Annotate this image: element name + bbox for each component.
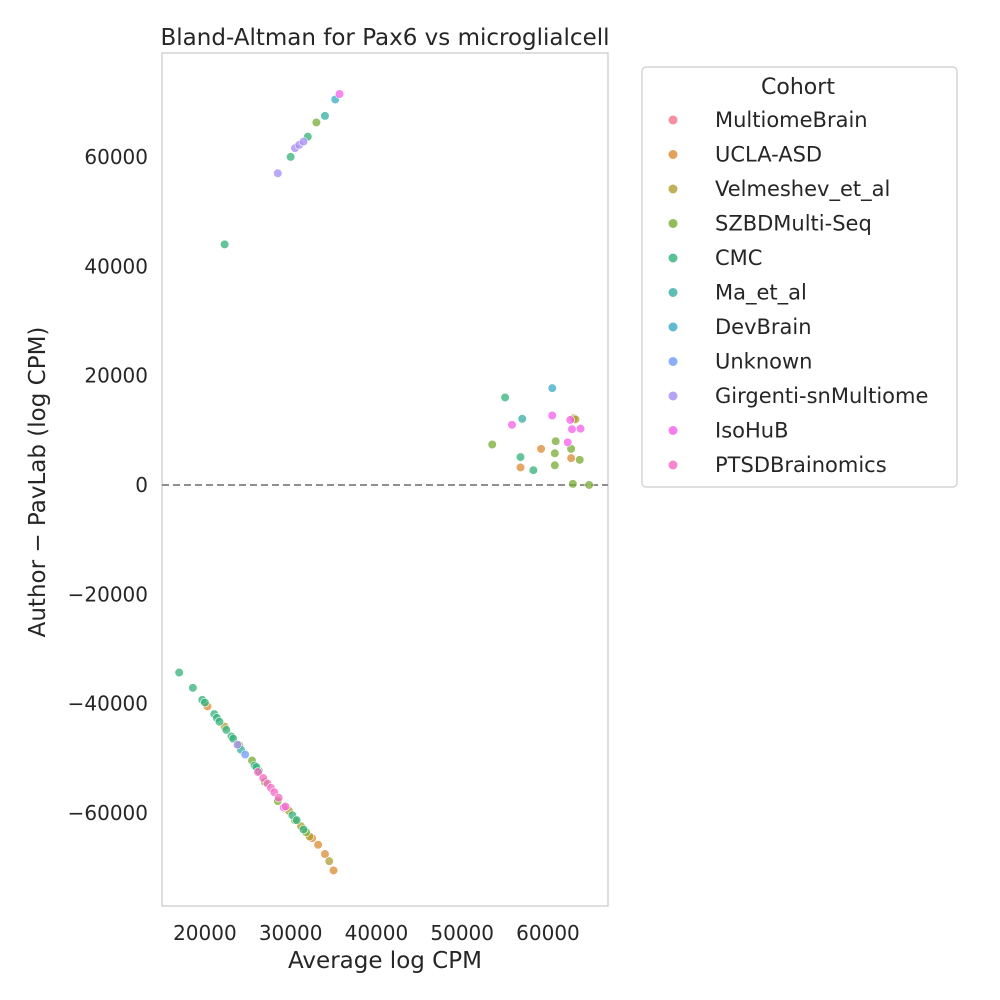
data-point [584, 480, 594, 490]
data-point [298, 136, 309, 147]
y-tick-label: 40000 [84, 254, 148, 278]
legend-label: Unknown [715, 350, 812, 374]
data-point [500, 392, 510, 403]
legend-label: DevBrain [715, 315, 812, 339]
chart-title: Bland-Altman for Pax6 vs microglialcell [161, 25, 610, 51]
plot-frame [161, 52, 609, 907]
data-point [200, 697, 210, 708]
data-point [324, 856, 334, 866]
legend-marker [668, 426, 678, 435]
data-point [547, 410, 557, 421]
legend-marker [668, 288, 678, 297]
data-point [286, 152, 296, 162]
x-tick-label: 50000 [430, 921, 494, 945]
legend-frame [641, 66, 958, 488]
data-point [528, 465, 538, 475]
data-point [575, 455, 585, 465]
data-point [328, 865, 339, 876]
data-point [566, 453, 576, 463]
legend-label: Girgenti-snMultiome [715, 384, 928, 408]
data-point [174, 667, 184, 678]
legend-label: MultiomeBrain [715, 108, 868, 132]
data-point [188, 683, 198, 693]
data-point [565, 415, 575, 425]
data-point [563, 437, 573, 447]
data-point [232, 740, 243, 750]
y-axis-ticks: −60000 −40000 −20000 0 20000 40000 60000 [68, 145, 148, 825]
data-point [550, 460, 560, 470]
legend-marker [668, 115, 678, 125]
data-point [547, 383, 557, 393]
legend-marker [668, 460, 678, 470]
y-axis-label: Author − PavLab (log CPM) [25, 327, 51, 638]
legend-marker [668, 253, 678, 263]
data-point [567, 424, 577, 434]
data-point [550, 448, 560, 458]
y-tick-label: 60000 [84, 145, 148, 169]
data-point [220, 239, 230, 249]
x-tick-label: 20000 [173, 921, 237, 945]
x-tick-label: 30000 [259, 921, 323, 945]
legend-label: Ma_et_al [715, 281, 807, 306]
legend-marker [668, 184, 678, 194]
x-tick-label: 40000 [345, 921, 409, 945]
legend-marker [668, 219, 678, 228]
plot-area [161, 52, 609, 907]
data-point [536, 444, 546, 454]
data-point [221, 725, 231, 735]
data-point [298, 824, 309, 835]
legend-title: Cohort [761, 75, 835, 100]
data-point [253, 767, 263, 777]
data-point [507, 420, 517, 430]
data-point [568, 479, 578, 489]
x-axis-ticks: 20000 30000 40000 50000 60000 [173, 921, 580, 945]
legend-label: CMC [715, 246, 762, 270]
data-point [311, 117, 321, 128]
data-points [174, 89, 594, 876]
y-tick-label: −40000 [68, 692, 148, 716]
data-point [517, 414, 527, 424]
x-tick-label: 60000 [516, 921, 580, 945]
legend-label: SZBDMulti-Seq [715, 212, 872, 236]
data-point [280, 801, 291, 812]
x-axis-label: Average log CPM [288, 948, 482, 974]
data-point [320, 849, 330, 859]
legend-label: IsoHuB [715, 419, 789, 443]
data-point [273, 168, 283, 178]
data-point [334, 89, 345, 99]
data-point [515, 462, 526, 473]
legend: Cohort MultiomeBrain UCLA-ASD Velmeshev_et… [641, 66, 958, 488]
legend-marker [668, 391, 678, 401]
legend-marker [668, 150, 678, 159]
data-point [313, 840, 323, 850]
data-point [551, 436, 561, 446]
data-point [320, 111, 330, 121]
data-point [575, 424, 586, 434]
y-tick-label: −60000 [68, 801, 148, 825]
data-point [240, 749, 250, 760]
legend-label: UCLA-ASD [715, 143, 822, 167]
data-point [292, 815, 302, 825]
data-point [515, 452, 526, 462]
y-tick-label: −20000 [68, 582, 148, 606]
data-point [487, 439, 497, 450]
data-point [214, 717, 225, 727]
legend-marker [668, 322, 678, 332]
legend-items: MultiomeBrain UCLA-ASD Velmeshev_et_al SZBD… [668, 108, 928, 477]
legend-label: Velmeshev_et_al [715, 177, 890, 202]
y-tick-label: 20000 [84, 364, 148, 388]
legend-label: PTSDBrainomics [715, 453, 887, 477]
data-point [274, 793, 284, 803]
legend-marker [668, 357, 678, 366]
y-tick-label: 0 [135, 473, 148, 497]
